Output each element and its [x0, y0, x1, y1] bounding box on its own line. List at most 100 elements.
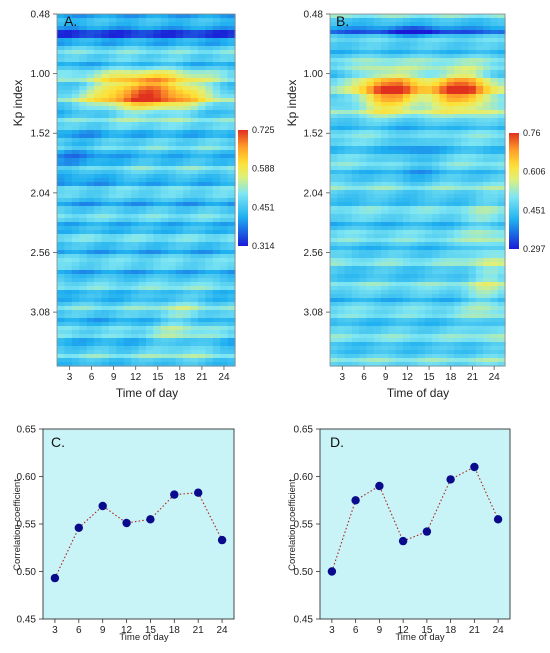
heatmap-cell — [381, 158, 389, 163]
heatmap-cell — [351, 334, 360, 339]
heatmap-cell — [123, 74, 132, 79]
heatmap-cell — [175, 74, 184, 79]
heatmap-cell — [168, 90, 177, 95]
heatmap-cell — [483, 206, 492, 211]
heatmap-cell — [160, 62, 169, 67]
heatmap-cell — [220, 78, 229, 83]
heatmap-cell — [86, 314, 95, 319]
y-tick-label: 1.52 — [31, 129, 51, 140]
heatmap-cell — [424, 110, 433, 115]
heatmap-cell — [131, 354, 140, 359]
heatmap-cell — [108, 330, 117, 335]
heatmap-cell — [205, 90, 214, 95]
heatmap-cell — [57, 218, 66, 223]
heatmap-cell — [138, 198, 147, 203]
heatmap-cell — [175, 62, 184, 67]
heatmap-cell — [160, 282, 169, 287]
heatmap-cell — [490, 134, 499, 139]
heatmap-cell — [86, 30, 95, 35]
heatmap-cell — [432, 86, 440, 91]
heatmap-cell — [395, 158, 404, 163]
heatmap-cell — [373, 226, 382, 231]
heatmap-cell — [108, 38, 117, 43]
heatmap-cell — [227, 318, 236, 323]
heatmap-cell — [94, 302, 103, 307]
heatmap-cell — [388, 282, 397, 287]
heatmap-cell — [175, 206, 184, 211]
heatmap-cell — [57, 194, 66, 199]
heatmap-cell — [116, 322, 125, 327]
heatmap-cell — [359, 110, 368, 115]
heatmap-cell — [490, 214, 499, 219]
heatmap-cell — [388, 218, 397, 223]
heatmap-cell — [351, 330, 360, 335]
y-tick-label: 3.08 — [31, 308, 51, 319]
heatmap-cell — [461, 266, 470, 271]
heatmap-cell — [138, 306, 147, 311]
heatmap-cell — [461, 38, 470, 43]
heatmap-cell — [79, 318, 88, 323]
heatmap-cell — [175, 70, 184, 75]
heatmap-cell — [153, 162, 162, 167]
heatmap-cell — [395, 230, 404, 235]
heatmap-cell — [220, 282, 229, 287]
heatmap-cell — [175, 258, 184, 263]
heatmap-cell — [101, 146, 110, 151]
heatmap-cell — [424, 222, 433, 227]
heatmap-cell — [86, 50, 95, 55]
heatmap-cell — [183, 150, 192, 155]
heatmap-cell — [94, 114, 103, 119]
heatmap-cell — [146, 182, 155, 187]
heatmap-cell — [123, 214, 132, 219]
heatmap-cell — [94, 34, 103, 39]
heatmap-cell — [220, 294, 229, 299]
heatmap-cell — [490, 326, 499, 331]
heatmap-cell — [101, 138, 110, 143]
heatmap-cell — [131, 102, 140, 107]
heatmap-cell — [116, 346, 125, 351]
heatmap-cell — [359, 134, 368, 139]
heatmap-cell — [131, 254, 140, 259]
heatmap-cell — [351, 34, 360, 39]
heatmap-cell — [205, 230, 214, 235]
heatmap-cell — [453, 118, 462, 123]
heatmap-cell — [86, 294, 95, 299]
heatmap-cell — [468, 238, 477, 243]
heatmap-cell — [439, 194, 448, 199]
heatmap-cell — [373, 102, 382, 107]
heatmap-cell — [417, 114, 426, 119]
heatmap-cell — [64, 338, 73, 343]
heatmap-cell — [337, 310, 346, 315]
heatmap-cell — [175, 294, 184, 299]
heatmap-cell — [373, 250, 382, 255]
heatmap-cell — [330, 14, 338, 19]
heatmap-cell — [351, 62, 360, 67]
heatmap-cell — [86, 126, 95, 131]
heatmap-cell — [86, 214, 95, 219]
data-point — [170, 490, 179, 499]
heatmap-cell — [86, 62, 95, 67]
heatmap-cell — [168, 130, 177, 135]
heatmap-cell — [79, 298, 88, 303]
heatmap-cell — [417, 98, 426, 103]
heatmap-cell — [446, 166, 455, 171]
heatmap-cell — [123, 134, 132, 139]
heatmap-cell — [160, 78, 169, 83]
heatmap-cell — [359, 22, 368, 27]
heatmap-cell — [373, 170, 382, 175]
colorbar-tick-label: 0.451 — [252, 202, 275, 212]
heatmap-cell — [79, 190, 88, 195]
heatmap-cell — [453, 350, 462, 355]
heatmap-cell — [424, 158, 433, 163]
heatmap-cell — [475, 166, 484, 171]
heatmap-cell — [446, 226, 455, 231]
x-tick-label: 12 — [398, 625, 410, 636]
heatmap-cell — [497, 162, 506, 167]
heatmap-cell — [220, 302, 229, 307]
heatmap-cell — [168, 98, 177, 103]
heatmap-cell — [381, 90, 389, 95]
heatmap-cell — [71, 286, 80, 291]
heatmap-cell — [94, 130, 103, 135]
heatmap-cell — [138, 346, 147, 351]
